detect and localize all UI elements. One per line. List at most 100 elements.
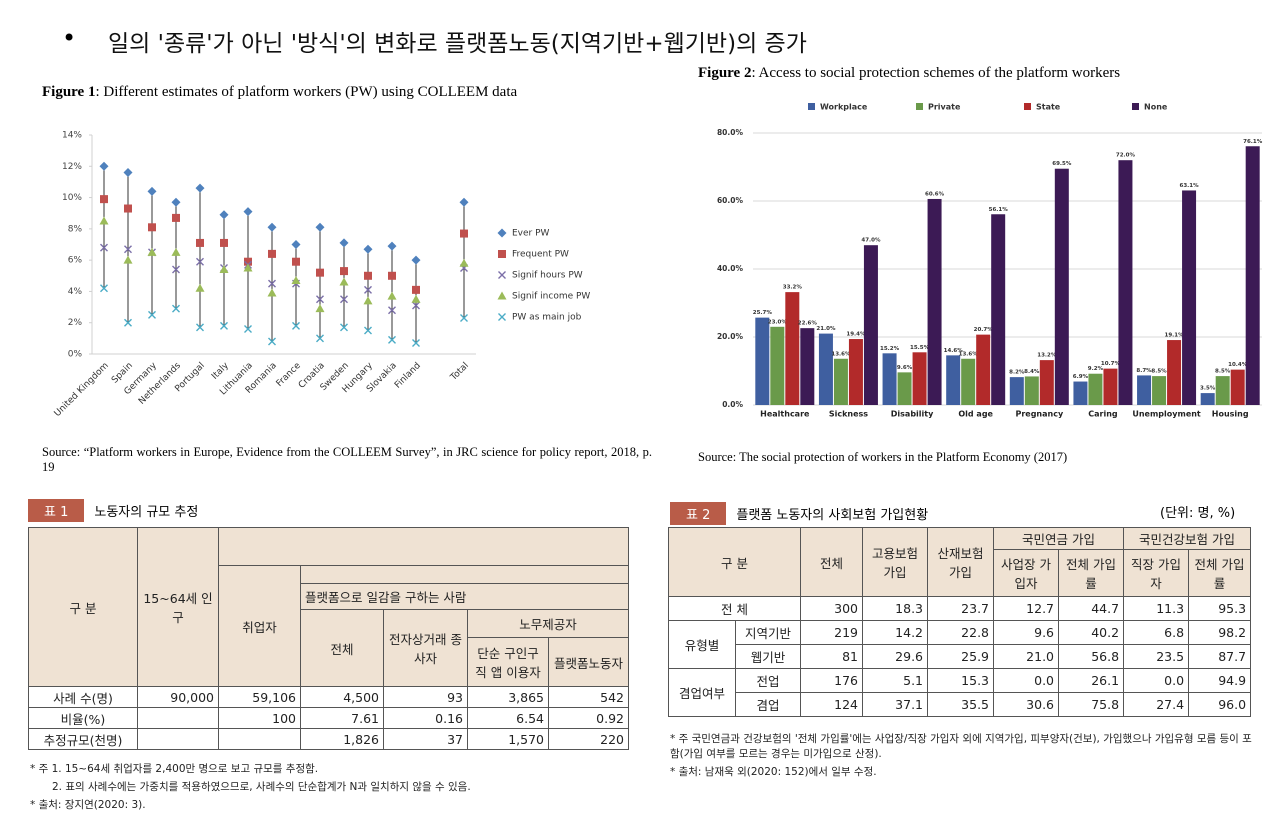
x-tick-label: Total: [448, 361, 471, 384]
table-cell: 44.7: [1058, 596, 1125, 621]
value-label: 23.0%: [768, 319, 788, 325]
bar: [1073, 381, 1088, 405]
bar: [882, 353, 897, 405]
table-cell: 30.6: [993, 692, 1060, 717]
value-label: 56.1%: [989, 207, 1009, 213]
legend-swatch: [1024, 103, 1031, 110]
marker-cross: [196, 257, 204, 266]
table-cell: 0.0: [1123, 668, 1190, 693]
bar: [863, 245, 878, 405]
table-cell: 93: [383, 686, 468, 708]
value-label: 13.6%: [959, 351, 979, 357]
marker-triangle: [497, 291, 507, 300]
legend-swatch: [1132, 103, 1139, 110]
bar: [1215, 376, 1230, 405]
header-cell: 단순 구인구직 앱 이용자: [467, 637, 549, 687]
value-label: 19.4%: [846, 332, 866, 338]
table-cell: 9.6: [993, 620, 1060, 645]
marker-square: [244, 257, 252, 266]
table-heading: 표 1 노동자의 규모 추정: [28, 499, 198, 522]
header-cell: 전체: [800, 527, 864, 597]
table-body: 전 체 300 18.3 23.7 12.7 44.7 11.3 95.3 유형별 지역기반 219…: [667, 596, 1252, 717]
row-label: 웹기반: [734, 644, 802, 669]
row-label: 전 체: [667, 596, 802, 621]
marker-triangle: [171, 247, 181, 256]
marker-cross: [220, 321, 228, 330]
marker-diamond: [291, 240, 301, 249]
marker-diamond: [171, 197, 181, 207]
table-note: * 주 1. 15~64세 취업자를 2,400만 명으로 보고 규모를 추정함…: [30, 763, 319, 775]
marker-triangle: [387, 291, 397, 300]
value-label: 9.6%: [897, 365, 913, 371]
figure-title: Figure 2: Access to social protection sc…: [698, 65, 1120, 82]
bar: [1200, 393, 1215, 405]
marker-cross: [148, 310, 156, 319]
x-tick-label: Healthcare: [760, 410, 810, 419]
table-cell: 75.8: [1058, 692, 1125, 717]
marker-square: [196, 238, 204, 247]
table-note: 2. 표의 사례수에는 가중치를 적용하였으므로, 사례수의 단순합계가 N과 …: [52, 781, 471, 793]
value-label: 72.0%: [1116, 153, 1136, 159]
marker-diamond: [497, 228, 507, 238]
x-tick-label: Caring: [1088, 410, 1118, 419]
table-row: 사례 수(명) 90,000 59,106 4,500 93 3,865 542: [28, 686, 630, 708]
bullet: •: [62, 24, 77, 52]
bar: [770, 326, 785, 405]
figure-title: Figure 1: Different estimates of platfor…: [42, 84, 517, 101]
table-cell: 176: [800, 668, 864, 693]
marker-cross: [196, 323, 204, 332]
table-cell: 37.1: [862, 692, 929, 717]
bar: [848, 339, 863, 405]
marker-triangle: [411, 294, 421, 303]
header-cell: 구 분: [28, 527, 138, 687]
table-cell: 87.7: [1188, 644, 1252, 669]
marker-square: [268, 249, 276, 258]
marker-diamond: [363, 244, 373, 254]
legend-label: Private: [928, 103, 961, 112]
y-tick-label: 60.0%: [717, 196, 744, 205]
table-cell: 94.9: [1188, 668, 1252, 693]
header-cell: 직장 가입자: [1123, 549, 1190, 597]
header-cell: 노무제공자: [466, 609, 630, 638]
table-cell: [218, 728, 301, 750]
row-label: 겸업: [734, 692, 802, 717]
table-cell: 11.3: [1123, 596, 1190, 621]
value-label: 22.6%: [798, 321, 818, 327]
marker-triangle: [123, 255, 133, 264]
value-label: 25.7%: [753, 310, 773, 316]
table-cell: 14.2: [862, 620, 929, 645]
value-label: 3.5%: [1200, 386, 1216, 392]
marker-cross: [412, 301, 420, 310]
marker-diamond: [195, 183, 205, 193]
value-label: 63.1%: [1180, 183, 1200, 189]
header-cell: 플랫폼노동자: [547, 637, 630, 687]
bar: [1167, 340, 1182, 405]
marker-diamond: [339, 238, 349, 248]
bar: [1103, 368, 1118, 405]
bar: [991, 214, 1006, 405]
value-label: 15.5%: [910, 345, 930, 351]
marker-cross: [388, 335, 396, 344]
table-row: 유형별 지역기반 219 14.2 22.8 9.6 40.2 6.8 98.2: [668, 620, 1252, 669]
value-label: 8.4%: [1024, 369, 1040, 375]
marker-triangle: [291, 275, 301, 284]
marker-cross: [340, 323, 348, 332]
table-cell: 219: [800, 620, 864, 645]
table-cell: 56.8: [1058, 644, 1125, 669]
value-label: 8.5%: [1215, 369, 1231, 375]
table-cell: 0.0: [993, 668, 1060, 693]
bar: [1182, 190, 1197, 405]
value-label: 13.6%: [831, 351, 851, 357]
bar: [755, 317, 770, 405]
value-label: 60.6%: [925, 191, 945, 197]
marker-cross: [244, 324, 252, 333]
table-heading: 표 2 플랫폼 노동자의 사회보험 가입현황: [670, 502, 928, 525]
x-tick-label: Unemployment: [1132, 410, 1201, 419]
bar: [946, 355, 961, 405]
marker-square: [340, 267, 348, 276]
row-label: 추정규모(천명): [28, 728, 138, 750]
marker-diamond: [387, 241, 397, 251]
marker-triangle: [339, 277, 349, 286]
y-tick-label: 4%: [68, 287, 83, 297]
table-row: 전 체 300 18.3 23.7 12.7 44.7 11.3 95.3: [667, 596, 1252, 621]
